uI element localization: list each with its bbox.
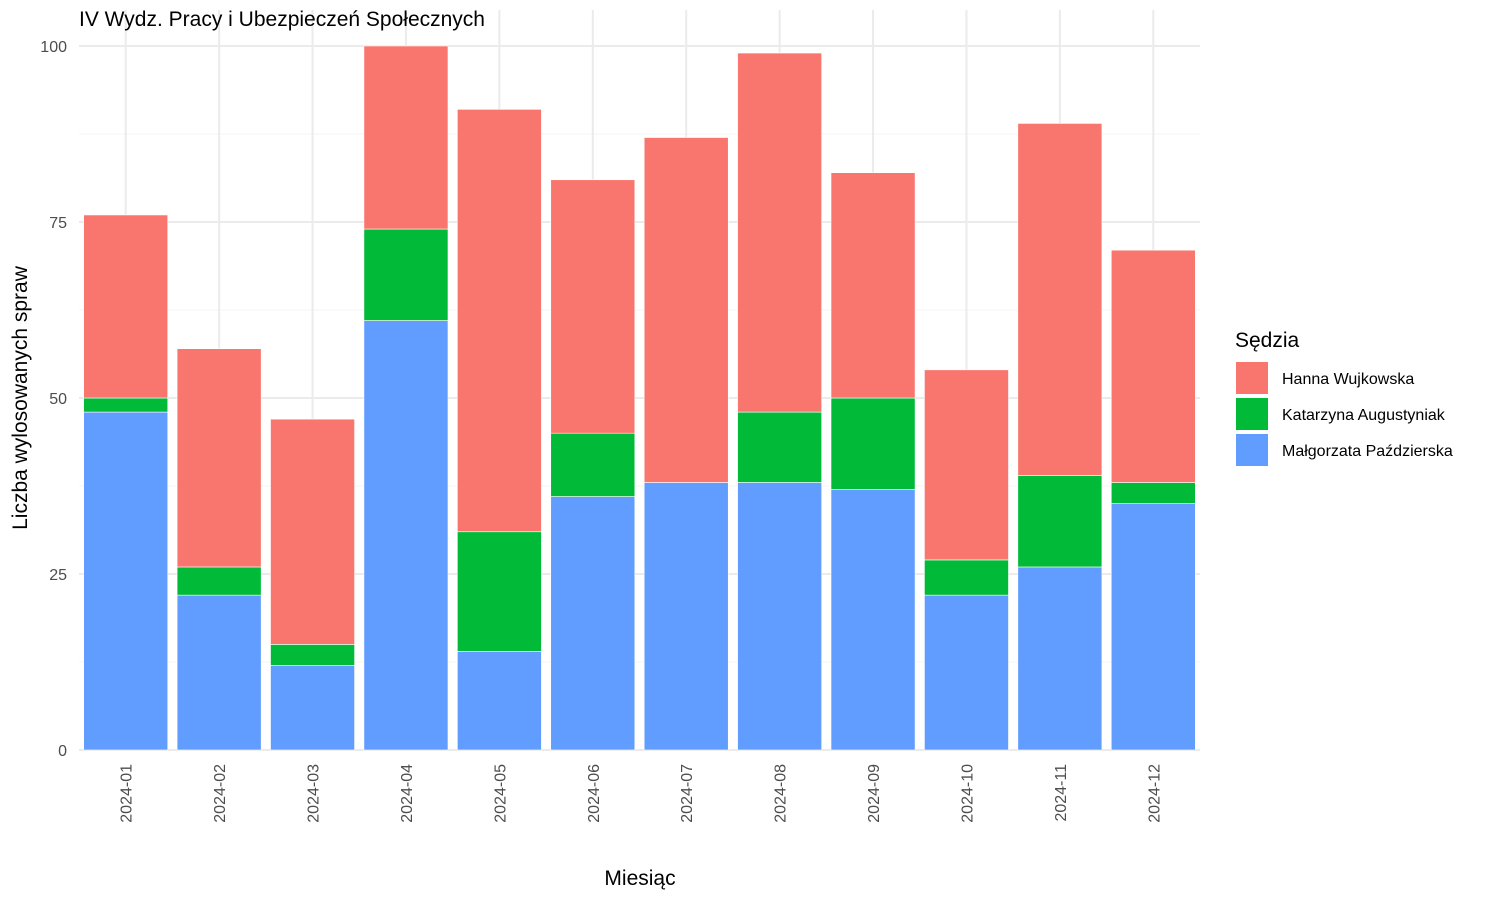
bar-segment xyxy=(830,489,916,751)
bar-segment xyxy=(924,369,1009,561)
x-tick-label: 2024-02 xyxy=(212,764,229,823)
bar-segment xyxy=(1110,503,1196,751)
x-axis-ticks: 2024-01 2024-02 2024-03 2024-04 2024-05 2024-… xyxy=(119,764,1164,823)
x-tick-label: 2024-07 xyxy=(679,764,696,823)
bar-segment xyxy=(1017,123,1103,476)
bar-segment xyxy=(457,531,542,652)
bar-segment xyxy=(270,418,355,645)
bar-segment xyxy=(1017,475,1103,568)
legend-label: Hanna Wujkowska xyxy=(1282,371,1414,388)
y-tick-label: 75 xyxy=(49,215,67,232)
bar-segment xyxy=(1110,482,1196,504)
bar-segment xyxy=(550,179,636,434)
bar-segment xyxy=(176,348,262,568)
bar-segment xyxy=(737,411,822,483)
bars xyxy=(83,45,1196,751)
y-tick-label: 100 xyxy=(40,39,67,56)
bar-segment xyxy=(550,432,636,497)
bar-segment xyxy=(83,397,169,413)
bar-segment xyxy=(270,665,355,751)
bar-segment xyxy=(176,566,262,596)
bar-segment xyxy=(737,52,822,413)
bar-segment xyxy=(550,496,636,751)
legend-label: Katarzyna Augustyniak xyxy=(1282,407,1446,424)
bar-segment xyxy=(737,482,822,751)
x-tick-label: 2024-09 xyxy=(866,764,883,823)
bar-segment xyxy=(363,45,449,230)
x-tick-label: 2024-01 xyxy=(119,764,136,823)
bar-segment xyxy=(363,228,449,321)
legend-title: Sędzia xyxy=(1235,329,1300,352)
x-tick-label: 2024-04 xyxy=(399,764,416,823)
x-tick-label: 2024-10 xyxy=(959,764,976,823)
bar-segment xyxy=(830,172,916,399)
legend-key xyxy=(1236,398,1268,430)
y-tick-label: 25 xyxy=(49,567,67,584)
y-tick-label: 0 xyxy=(58,743,67,760)
bar-segment xyxy=(643,137,729,483)
x-tick-label: 2024-03 xyxy=(306,764,323,823)
bar-segment xyxy=(457,651,542,751)
x-tick-label: 2024-08 xyxy=(773,764,790,823)
bar-segment xyxy=(1110,249,1196,483)
bar-segment xyxy=(363,320,449,751)
bar-segment xyxy=(643,482,729,751)
bar-segment xyxy=(457,109,542,533)
bar-segment xyxy=(270,644,355,666)
y-axis-title: Liczba wylosowanych spraw xyxy=(9,265,32,530)
y-tick-label: 50 xyxy=(49,391,67,408)
bar-segment xyxy=(1017,566,1103,751)
bar-segment xyxy=(83,411,169,751)
x-tick-label: 2024-05 xyxy=(492,764,509,823)
legend-label: Małgorzata Paździerska xyxy=(1282,443,1453,460)
legend: Sędzia Hanna Wujkowska Katarzyna Augustyn… xyxy=(1235,329,1453,466)
bar-segment xyxy=(830,397,916,490)
x-axis-title: Miesiąc xyxy=(604,867,675,890)
y-axis-ticks: 0 25 50 75 100 xyxy=(40,39,67,760)
bar-segment xyxy=(176,594,262,751)
legend-key xyxy=(1236,362,1268,394)
bar-segment xyxy=(924,594,1009,751)
x-tick-label: 2024-12 xyxy=(1146,764,1163,823)
bar-segment xyxy=(924,559,1009,596)
x-tick-label: 2024-11 xyxy=(1053,764,1070,822)
x-tick-label: 2024-06 xyxy=(586,764,603,823)
bar-segment xyxy=(83,214,169,399)
legend-key xyxy=(1236,434,1268,466)
chart-title: IV Wydz. Pracy i Ubezpieczeń Społecznych xyxy=(79,8,485,31)
